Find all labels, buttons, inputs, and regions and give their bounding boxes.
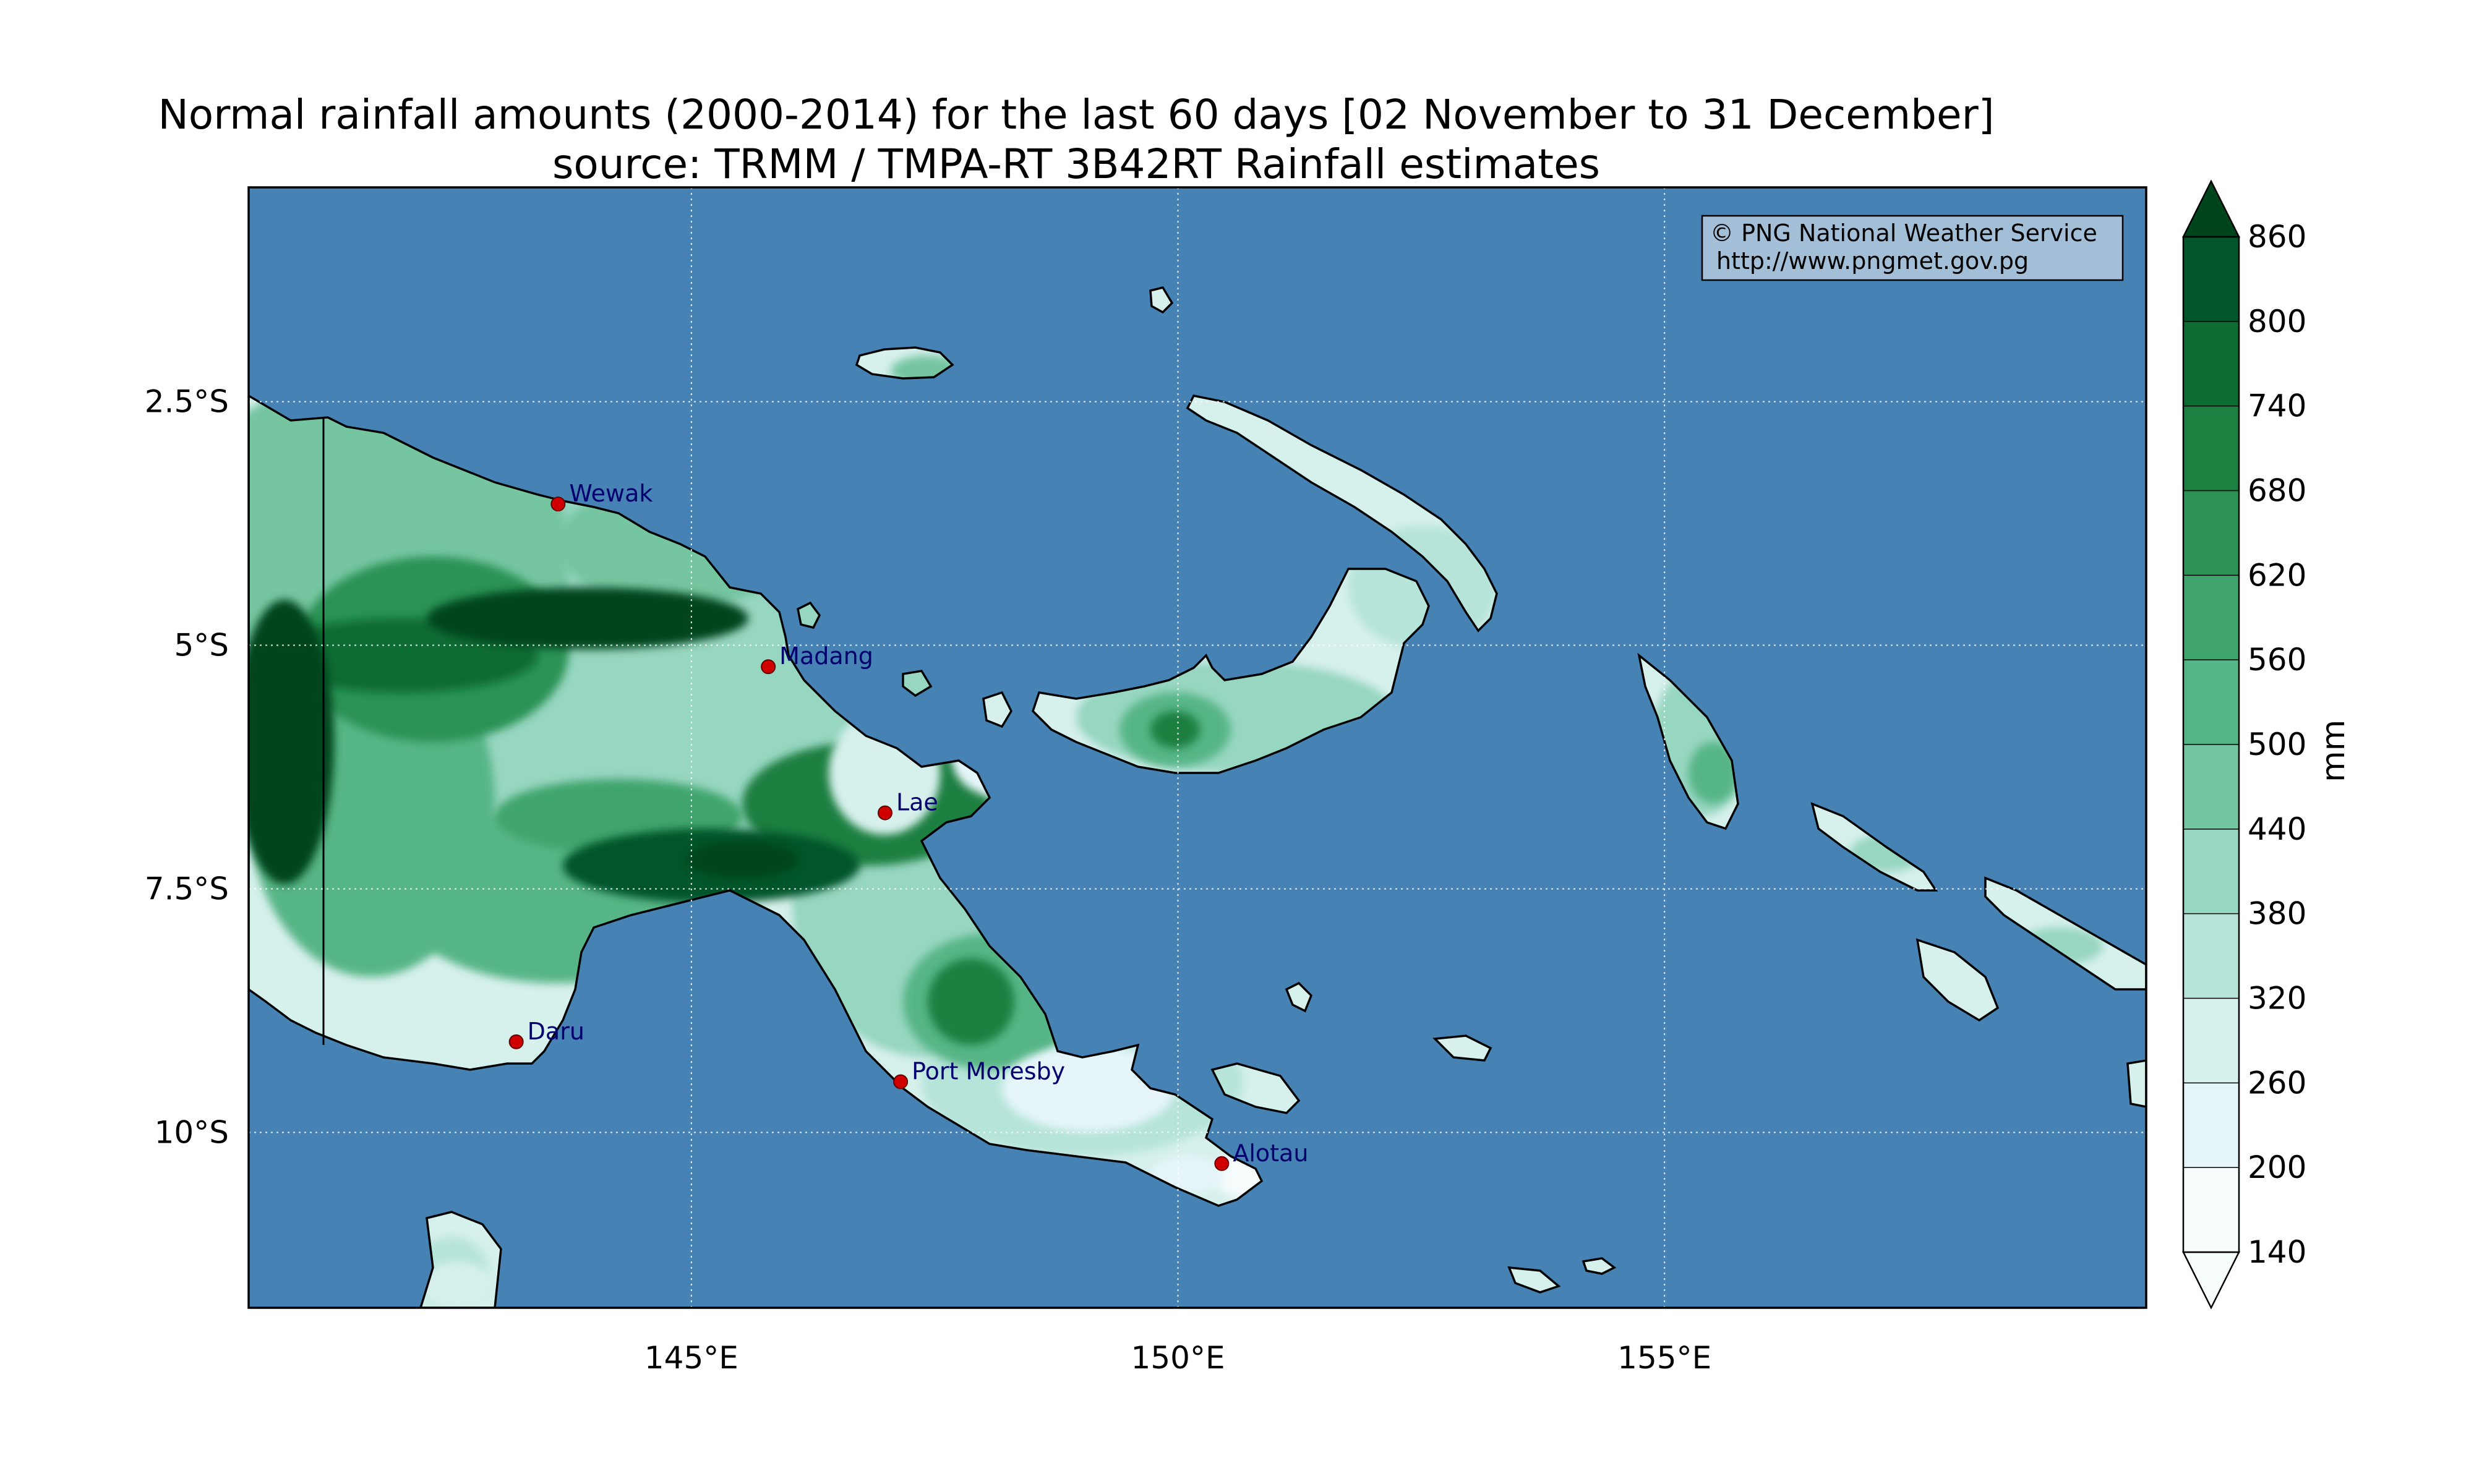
colorbar-tick-label: 680	[2248, 473, 2306, 509]
credit-line-1: © PNG National Weather Service	[1710, 220, 2097, 247]
colorbar-tick-label: 440	[2248, 811, 2306, 847]
colorbar-tick-label: 380	[2248, 896, 2306, 932]
longitude-tick-labels: 145°E 150°E 155°E	[644, 1340, 1711, 1376]
colorbar-tick-label: 860	[2248, 219, 2306, 255]
colorbar-swatch	[2183, 237, 2239, 322]
colorbar-swatch	[2183, 913, 2239, 999]
colorbar-extend-min	[2181, 1251, 2241, 1310]
colorbar-swatch	[2183, 321, 2239, 406]
city-label: Daru	[528, 1018, 584, 1045]
colorbar-tick-label: 620	[2248, 557, 2306, 593]
colorbar-tick-label: 320	[2248, 981, 2306, 1017]
colorbar-swatch	[2183, 406, 2239, 491]
colorbar-swatch	[2183, 1083, 2239, 1168]
city-marker	[761, 659, 776, 675]
colorbar-tick-label: 560	[2248, 642, 2306, 678]
city-marker	[877, 805, 892, 821]
credit-line-2: http://www.pngmet.gov.pg	[1716, 247, 2029, 275]
city-label: Lae	[896, 789, 938, 816]
colorbar-swatch	[2183, 829, 2239, 914]
graticule	[249, 187, 2146, 1308]
city-label: Madang	[779, 642, 873, 670]
credit-box: © PNG National Weather Service http://ww…	[1701, 215, 2124, 281]
colorbar-swatch	[2183, 744, 2239, 829]
city-marker	[1214, 1156, 1230, 1171]
colorbar-tick-label: 740	[2248, 388, 2306, 424]
colorbar-swatch	[2183, 998, 2239, 1083]
colorbar-tick-label: 260	[2248, 1065, 2306, 1101]
colorbar-swatch	[2183, 575, 2239, 660]
colorbar-tick-label: 200	[2248, 1149, 2306, 1185]
map-subtitle: source: TRMM / TMPA-RT 3B42RT Rainfall e…	[552, 140, 1601, 188]
lat-tick-label: 10°S	[155, 1114, 229, 1150]
colorbar-swatch	[2183, 490, 2239, 576]
colorbar: 140 200 260 320 380 440 500 560 620 680 740 800 860	[2181, 179, 2306, 1310]
city-marker	[893, 1074, 909, 1090]
colorbar-extend-max	[2181, 179, 2241, 238]
colorbar-tick-label: 140	[2248, 1234, 2306, 1270]
colorbar-swatch	[2183, 660, 2239, 744]
map-frame	[247, 186, 2147, 1309]
lat-tick-label: 2.5°S	[145, 384, 229, 420]
lon-tick-label: 155°E	[1617, 1340, 1711, 1376]
city-marker	[550, 497, 566, 512]
colorbar-tick-label: 500	[2248, 727, 2306, 762]
lat-tick-label: 7.5°S	[145, 871, 229, 906]
latitude-tick-labels: 2.5°S 5°S 7.5°S 10°S	[145, 384, 229, 1151]
map-title: Normal rainfall amounts (2000-2014) for …	[158, 91, 1995, 139]
city-label: Wewak	[569, 480, 653, 507]
city-marker	[508, 1034, 524, 1049]
city-markers: Wewak Madang Lae Daru Port Moresby Alotau	[508, 480, 1308, 1171]
city-label: Port Moresby	[912, 1057, 1065, 1085]
colorbar-label: mm	[2315, 720, 2352, 782]
colorbar-tick-label: 800	[2248, 304, 2306, 339]
lon-tick-label: 150°E	[1131, 1340, 1225, 1376]
city-label: Alotau	[1233, 1140, 1308, 1167]
colorbar-swatch	[2183, 1167, 2239, 1252]
lat-tick-label: 5°S	[174, 628, 229, 663]
lon-tick-label: 145°E	[644, 1340, 738, 1376]
